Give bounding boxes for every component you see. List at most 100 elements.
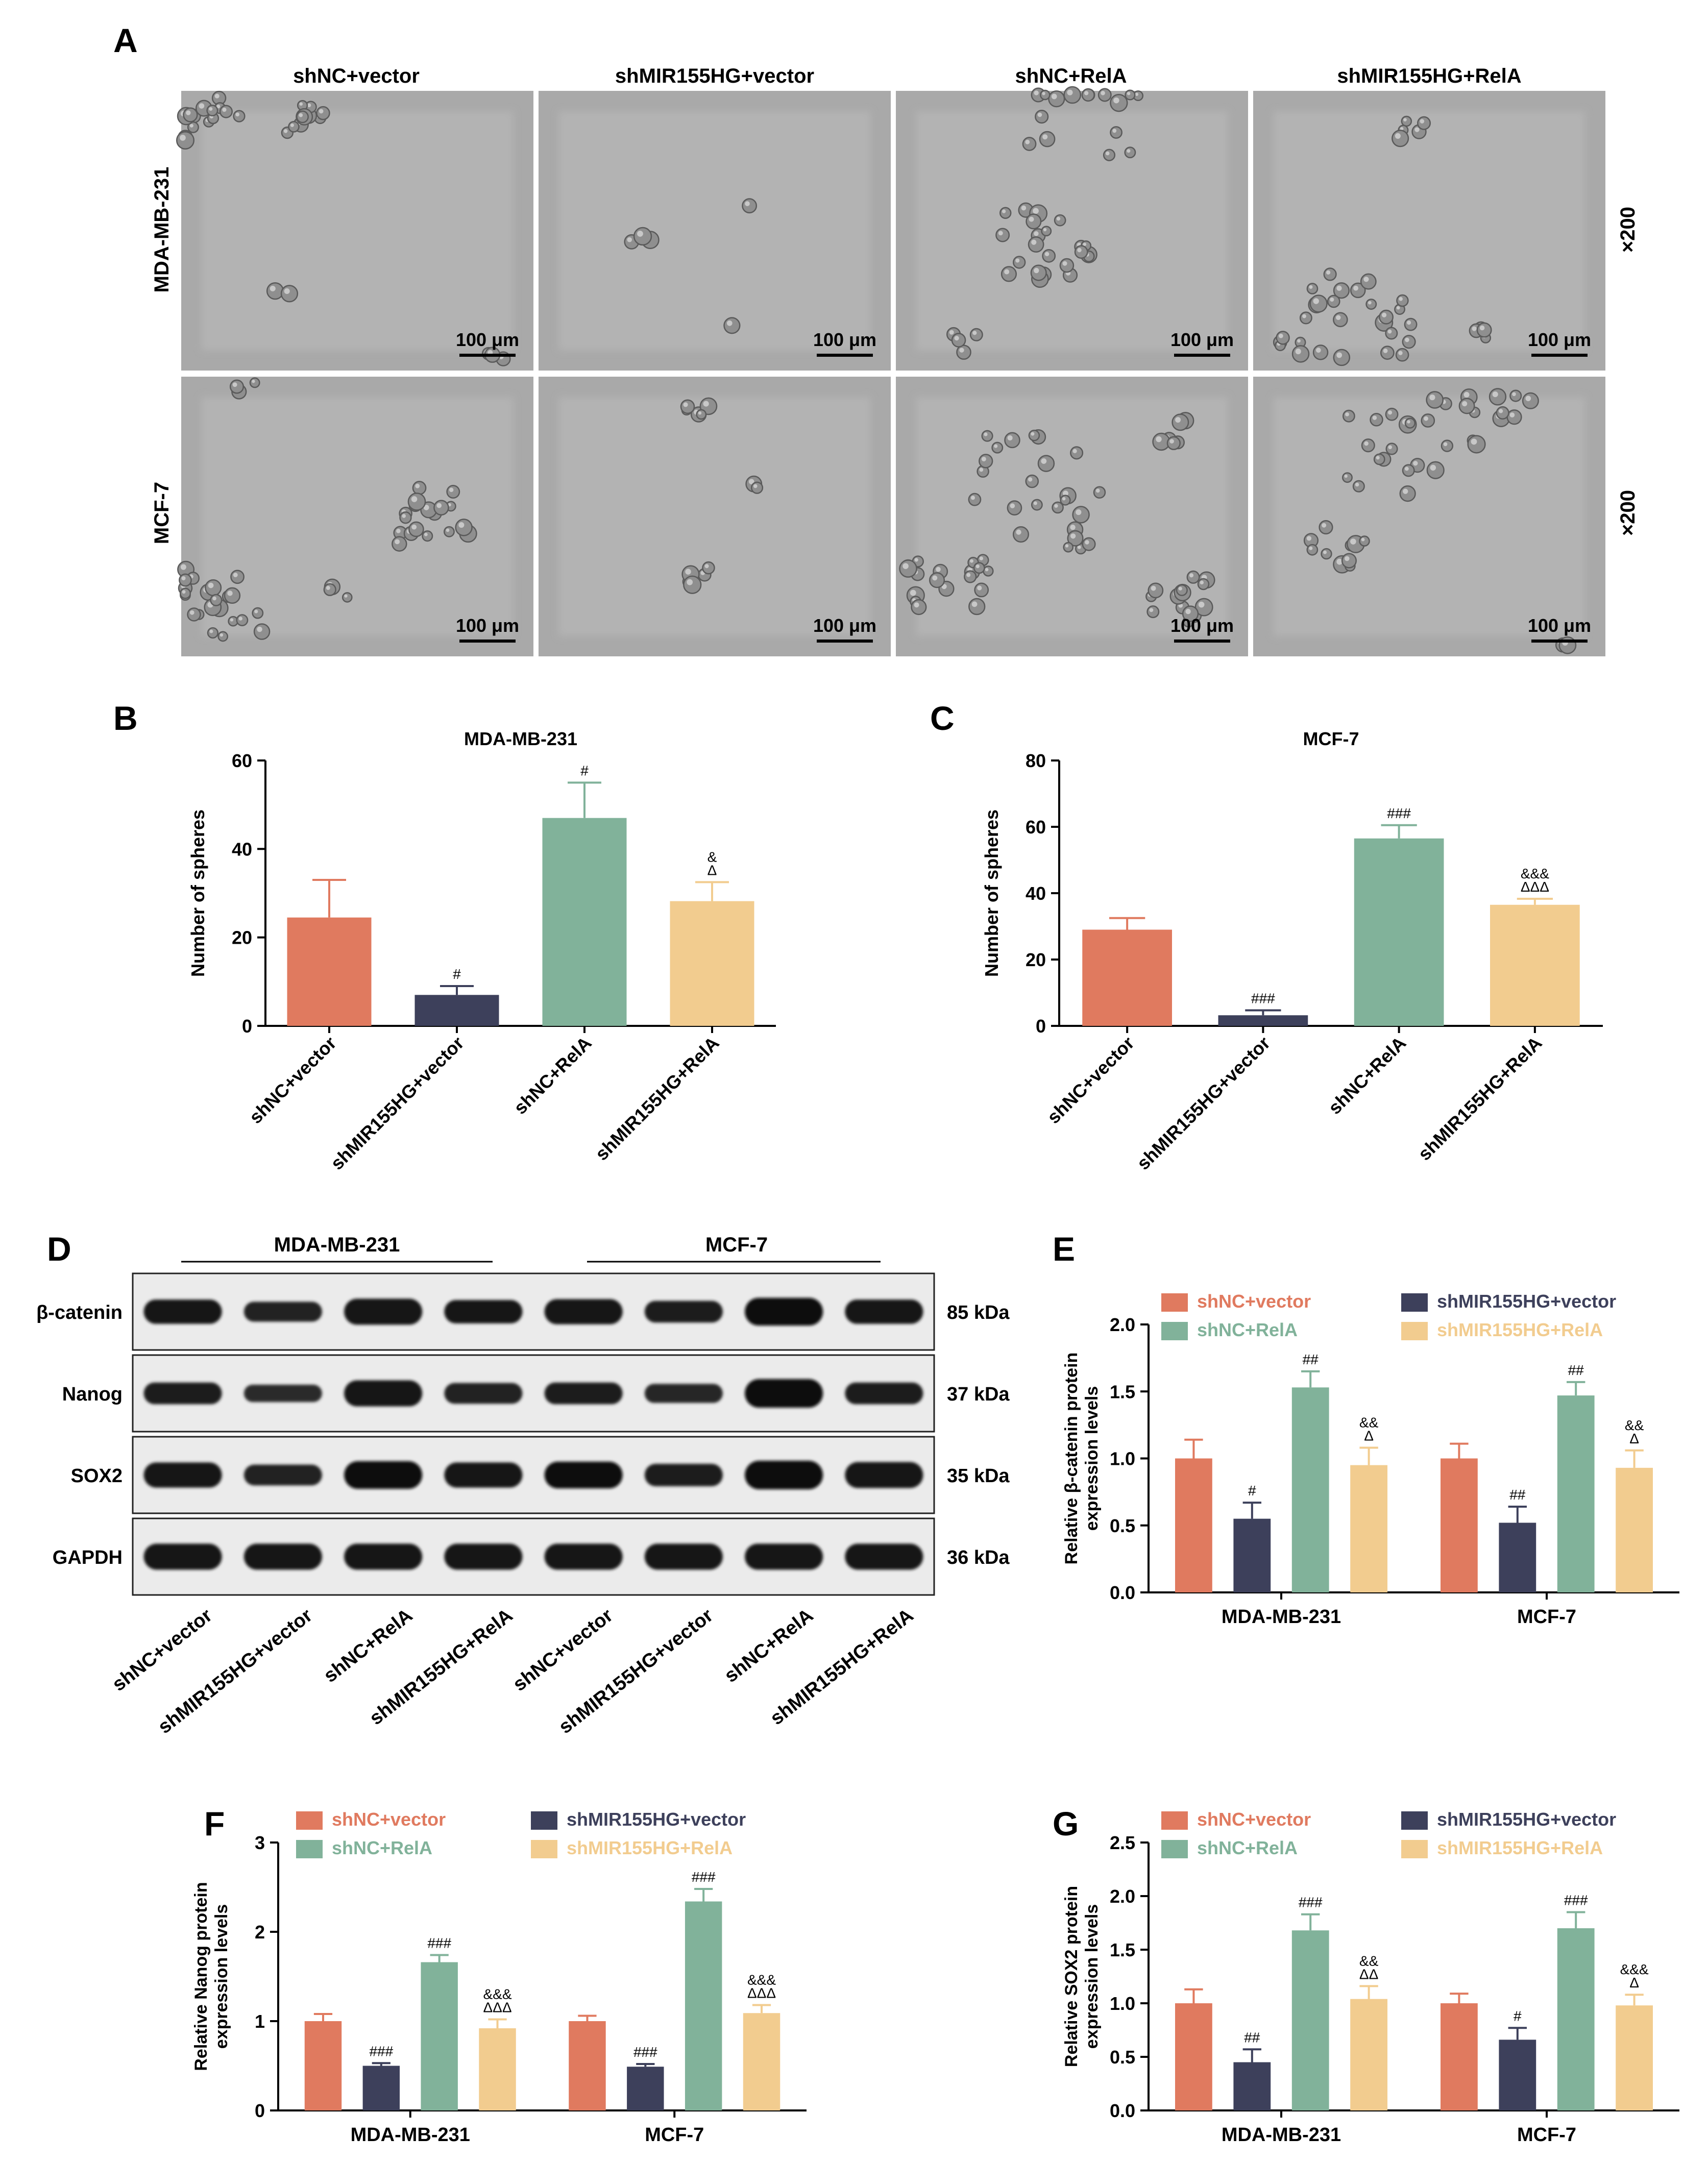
bar: [542, 818, 627, 1026]
cell-highlight: [1112, 129, 1117, 133]
protein-band: [644, 1384, 723, 1403]
cell-highlight: [1395, 133, 1401, 139]
cell-highlight: [1156, 436, 1162, 443]
cell-highlight: [270, 285, 276, 291]
significance-annotation: Δ: [1364, 1428, 1374, 1444]
cell-highlight: [257, 626, 262, 632]
legend-swatch: [296, 1811, 323, 1830]
bar: [1291, 1930, 1329, 2110]
significance-annotation: ###: [692, 1869, 716, 1885]
chart-title: MCF-7: [1303, 728, 1359, 749]
cell-highlight: [1105, 151, 1110, 156]
cell-highlight: [970, 559, 973, 563]
cell-highlight: [1512, 392, 1516, 397]
cell-highlight: [1029, 216, 1034, 222]
bar: [1233, 2062, 1271, 2110]
cell-highlight: [998, 231, 1003, 236]
cell-sphere: [723, 317, 741, 334]
cell-highlight: [1414, 127, 1420, 132]
cell-highlight: [299, 102, 303, 106]
cell-highlight: [395, 539, 400, 545]
chart-panel-e: shNC+vector shMIR155HG+vector shNC+RelA shM…: [1062, 1291, 1679, 1628]
panel-a-column-label: shNC+RelA: [1015, 65, 1127, 87]
scale-bar-label: 100 μm: [1170, 615, 1234, 636]
cell-highlight: [1509, 412, 1515, 417]
significance-annotation: ΔΔΔ: [483, 2000, 511, 2016]
cell-sphere: [1041, 226, 1052, 237]
cell-sphere: [1048, 90, 1065, 108]
significance-annotation: ΔΔΔ: [747, 1985, 776, 2001]
cell-highlight: [748, 479, 754, 484]
cell-sphere: [1385, 443, 1398, 455]
cell-highlight: [979, 468, 984, 472]
cell-highlight: [1016, 529, 1021, 535]
y-axis-label: Number of spheres: [187, 809, 208, 977]
blot-protein-label: SOX2: [71, 1465, 123, 1487]
cell-sphere: [1059, 258, 1075, 273]
cell-highlight: [1398, 351, 1403, 355]
bar: [569, 2021, 606, 2110]
cell-sphere: [1007, 500, 1022, 516]
y-tick-label: 40: [232, 839, 252, 859]
cell-sphere: [1012, 526, 1030, 543]
cell-sphere: [412, 481, 427, 495]
cell-highlight: [704, 564, 709, 569]
cell-highlight: [1363, 277, 1369, 282]
cell-sphere: [1197, 578, 1210, 591]
significance-annotation: &&&: [747, 1972, 776, 1988]
cell-highlight: [1127, 149, 1131, 153]
cell-highlight: [1322, 523, 1327, 528]
cell-highlight: [1309, 546, 1313, 550]
cell-sphere: [1030, 264, 1047, 281]
protein-band: [444, 1300, 523, 1323]
cell-sphere: [1509, 389, 1522, 402]
cell-sphere: [233, 110, 246, 122]
significance-annotation: ###: [1299, 1895, 1323, 1910]
protein-band: [444, 1543, 523, 1570]
cell-highlight: [745, 201, 750, 206]
cell-highlight: [1028, 477, 1033, 482]
cell-highlight: [1336, 558, 1343, 565]
panel-a-row-label: MDA-MB-231: [151, 167, 173, 293]
cell-sphere: [446, 485, 460, 499]
cell-highlight: [1313, 298, 1319, 304]
significance-annotation: ###: [369, 2043, 393, 2059]
micrograph-vignette: [559, 397, 870, 636]
chart-panel-c: MCF-7 Number of spheres 0 20 40 60 80 shNC+vect…: [981, 728, 1603, 1174]
y-axis-label: expression levels: [1082, 1386, 1102, 1531]
cell-highlight: [232, 382, 237, 387]
panel-a-column-label: shMIR155HG+vector: [615, 65, 814, 87]
legend-swatch: [1161, 1811, 1188, 1830]
bar: [1175, 2003, 1212, 2110]
cell-highlight: [954, 335, 959, 341]
micrograph-vignette: [202, 111, 513, 350]
protein-band: [745, 1543, 823, 1570]
cell-highlight: [1336, 352, 1343, 358]
cell-sphere: [236, 614, 249, 627]
cell-sphere: [981, 430, 993, 442]
y-tick-label: 0: [255, 2100, 265, 2121]
cell-sphere: [1373, 453, 1385, 465]
panel-d-western-blot: MDA-MB-231 MCF-7 β-catenin 85 kDa Nanog 37 …: [36, 1234, 1010, 1738]
protein-band: [845, 1382, 923, 1405]
cell-highlight: [1002, 209, 1006, 213]
bar: [685, 1901, 722, 2110]
micrograph-tile: 100 μm: [896, 377, 1248, 656]
cell-sphere: [633, 227, 652, 246]
cell-highlight: [949, 330, 954, 335]
significance-annotation: ###: [1387, 805, 1411, 821]
cell-highlight: [1315, 348, 1321, 353]
bar: [362, 2066, 400, 2110]
y-tick-label: 0: [242, 1016, 252, 1037]
bar: [304, 2021, 342, 2110]
cell-highlight: [1083, 242, 1086, 246]
bar: [1557, 1928, 1595, 2110]
cell-sphere: [1361, 438, 1375, 453]
bar: [670, 901, 754, 1026]
protein-band: [745, 1461, 823, 1489]
cell-sphere: [1327, 294, 1340, 308]
cell-sphere: [1506, 409, 1522, 425]
cell-highlight: [1399, 297, 1403, 301]
cell-highlight: [219, 633, 224, 637]
cell-highlight: [698, 411, 702, 415]
